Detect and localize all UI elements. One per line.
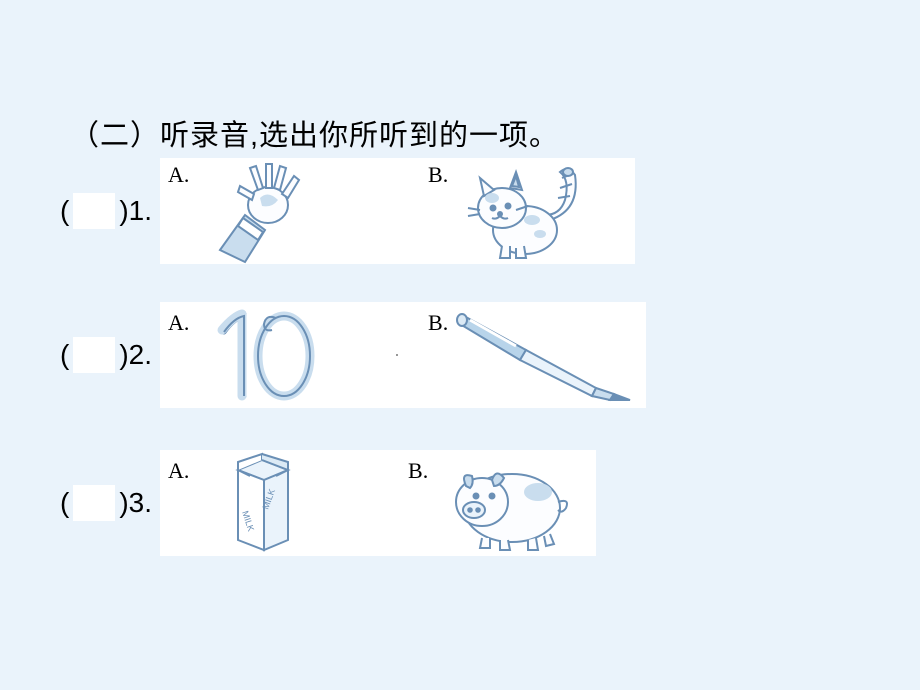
answer-slot-1[interactable]: ()1. (60, 193, 152, 229)
pen-icon (456, 306, 636, 411)
option-label-2a: A. (168, 310, 189, 336)
instruction-text: （二）听录音,选出你所听到的一项。 (70, 112, 559, 154)
number-10-icon (206, 304, 326, 411)
option-label-1a: A. (168, 162, 189, 188)
option-label-2b: B. (428, 310, 448, 336)
blank-input-2[interactable] (73, 337, 115, 373)
q-number-3: 3. (129, 487, 152, 519)
question-row-1: ()1. A. (60, 158, 635, 264)
options-panel-3: A. MILK MILK (160, 450, 596, 556)
q-number-1: 1. (129, 195, 152, 227)
option-label-3b: B. (408, 458, 428, 484)
question-row-2: ()2. A. · B. (60, 302, 646, 408)
answer-slot-3[interactable]: ()3. (60, 485, 152, 521)
milk-carton-icon: MILK MILK (218, 452, 308, 561)
blank-input-1[interactable] (73, 193, 115, 229)
answer-slot-2[interactable]: ()2. (60, 337, 152, 373)
options-panel-1: A. (160, 158, 635, 264)
pig-icon (442, 456, 582, 559)
options-panel-2: A. · B. (160, 302, 646, 408)
option-label-3a: A. (168, 458, 189, 484)
blank-input-3[interactable] (73, 485, 115, 521)
cat-icon (460, 160, 590, 269)
question-row-3: ()3. A. MILK MILK (60, 450, 596, 556)
option-label-1b: B. (428, 162, 448, 188)
q-number-2: 2. (129, 339, 152, 371)
center-dot: · (394, 344, 400, 365)
hand-icon (210, 160, 320, 269)
